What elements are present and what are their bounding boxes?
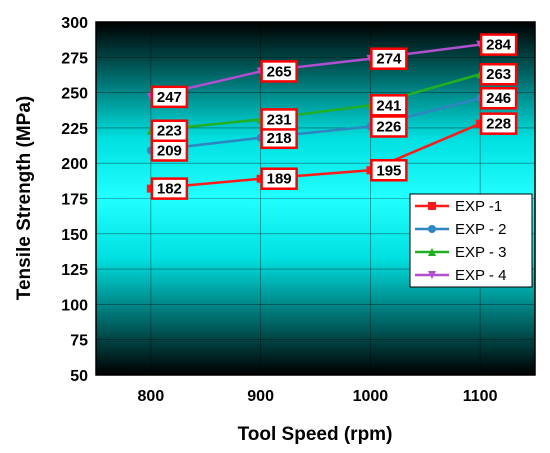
data-label-text: 195 [376, 162, 401, 179]
data-label-box [479, 112, 518, 135]
data-label: 195 [370, 159, 408, 182]
legend-item: EXP - 3 [415, 244, 506, 261]
legend-marker [428, 202, 436, 210]
y-tick-label: 275 [61, 50, 88, 67]
y-tick-label: 250 [61, 86, 88, 103]
y-tick-label: 125 [61, 262, 88, 279]
x-tick-label: 900 [247, 388, 274, 405]
data-label: 284 [479, 33, 518, 56]
legend-marker [428, 248, 436, 256]
data-label-box [150, 119, 189, 142]
data-label-box [370, 47, 408, 70]
legend: EXP -1 EXP - 2 EXP - 3 EXP - 4 [409, 193, 533, 288]
data-label-text: 231 [267, 111, 292, 128]
plot-area-border [95, 21, 536, 376]
y-tick-label: 300 [61, 15, 88, 32]
data-label-text: 218 [267, 130, 292, 147]
data-label: 241 [370, 94, 408, 117]
data-label-box [479, 86, 518, 110]
legend-item: EXP - 2 [415, 221, 506, 238]
data-label-text: 284 [486, 37, 512, 54]
y-tick-label: 225 [61, 121, 88, 138]
data-label-box [479, 62, 518, 86]
data-label: 231 [260, 108, 298, 131]
x-tick-label: 1000 [353, 388, 389, 405]
data-label-text: 228 [486, 116, 511, 133]
data-label-text: 189 [267, 171, 292, 188]
data-label-text: 274 [376, 51, 402, 68]
y-tick-label: 175 [61, 192, 88, 209]
y-axis-title: Tensile Strength (MPa) [14, 96, 35, 300]
series-line [150, 73, 481, 132]
legend-marker [428, 271, 436, 279]
data-label: 218 [260, 126, 298, 150]
series-lines [146, 40, 485, 193]
data-label-box [370, 159, 408, 182]
y-tick-label: 75 [70, 333, 88, 350]
data-label: 265 [260, 60, 298, 83]
data-label-text: 182 [157, 181, 182, 198]
data-label: 182 [150, 177, 189, 200]
legend-marker [428, 225, 436, 233]
data-label-box [370, 94, 408, 117]
data-label: 263 [479, 62, 518, 86]
data-label: 246 [479, 86, 518, 110]
y-tick-label: 50 [70, 368, 88, 385]
data-label-text: 223 [157, 123, 182, 140]
data-label: 226 [370, 115, 408, 138]
data-label-box [150, 177, 189, 200]
y-tick-label: 100 [61, 297, 88, 314]
data-label: 189 [260, 167, 298, 190]
x-tick-label: 1100 [463, 388, 498, 405]
data-label-text: 247 [157, 89, 182, 106]
data-label-box [479, 33, 518, 56]
data-label-text: 246 [486, 90, 511, 107]
data-labels: 182 189 195 228 209 218 226 246 223 231 241 263 247 2… [150, 33, 518, 200]
legend-label: EXP - 2 [455, 221, 506, 238]
x-tick-label: 800 [138, 388, 165, 405]
data-label-box [260, 167, 298, 190]
series-line [150, 97, 481, 152]
data-label-box [150, 85, 189, 109]
legend-label: EXP - 3 [455, 244, 506, 261]
data-label-text: 209 [157, 142, 182, 159]
x-axis-title: Tool Speed (rpm) [238, 424, 393, 445]
data-label: 247 [150, 85, 189, 109]
legend-label: EXP -1 [455, 198, 502, 215]
data-label-text: 263 [486, 66, 511, 83]
data-label-box [260, 108, 298, 131]
data-label-text: 265 [267, 63, 292, 80]
y-tick-labels: 50 75 100 125 150 175 200 225 250 275 300 [61, 15, 88, 385]
series-line [150, 43, 481, 99]
y-tick-label: 150 [61, 227, 88, 244]
series-line [150, 122, 481, 190]
data-label: 274 [370, 47, 408, 70]
legend-label: EXP - 4 [455, 267, 506, 284]
data-label: 228 [479, 112, 518, 135]
data-label-box [260, 60, 298, 83]
x-tick-labels: 800 900 1000 1100 [138, 388, 498, 405]
data-label-text: 226 [376, 118, 401, 135]
data-label-text: 241 [376, 97, 401, 114]
legend-item: EXP - 4 [415, 267, 506, 284]
legend-item: EXP -1 [415, 198, 502, 215]
y-tick-label: 200 [61, 156, 88, 173]
data-label: 209 [150, 139, 189, 162]
data-label: 223 [150, 119, 189, 142]
